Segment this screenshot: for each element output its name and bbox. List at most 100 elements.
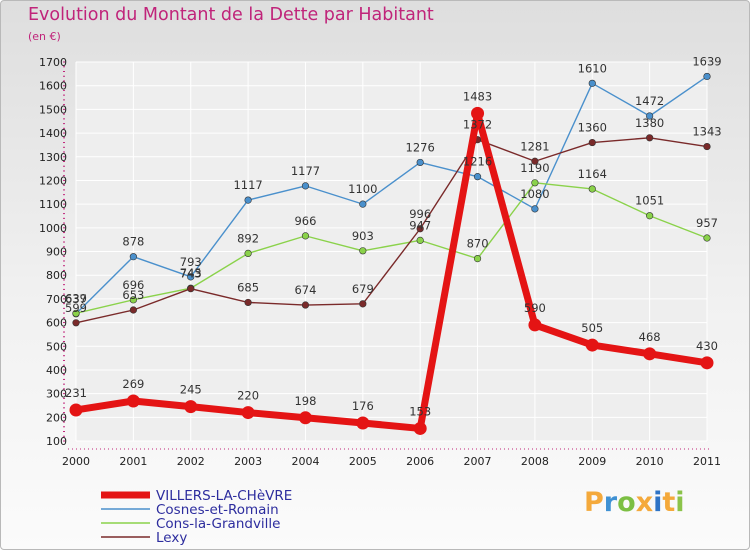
data-label: 1472 [635, 94, 664, 108]
x-tick-label: 2008 [521, 455, 549, 468]
data-point [187, 285, 195, 293]
data-point [126, 394, 140, 408]
y-tick-label: 1200 [39, 174, 67, 187]
data-label: 1164 [578, 167, 607, 181]
logo-letter: P [584, 487, 604, 518]
data-label: 653 [122, 288, 144, 302]
data-label: 1117 [233, 178, 262, 192]
data-label: 1483 [463, 89, 492, 103]
data-label: 269 [122, 377, 144, 391]
legend-label: Cons-la-Grandville [156, 516, 281, 532]
series-3 [72, 134, 711, 327]
logo-letter: x [635, 487, 654, 518]
chart-title: Evolution du Montant de la Dette par Hab… [28, 5, 434, 25]
data-label: 590 [524, 301, 546, 315]
series-0 [69, 106, 714, 435]
data-label: 468 [639, 330, 661, 344]
data-label: 1051 [635, 194, 664, 208]
unit-label: (en €) [28, 30, 61, 43]
data-point [129, 306, 137, 314]
legend-label: Lexy [156, 530, 187, 546]
y-tick-label: 1400 [39, 127, 67, 140]
data-point [473, 173, 482, 181]
y-tick-label: 1700 [39, 56, 67, 69]
data-point [244, 196, 252, 204]
data-label: 1177 [291, 164, 320, 178]
data-label: 957 [696, 216, 718, 230]
data-label: 1380 [635, 116, 664, 130]
data-point [187, 273, 195, 281]
data-label: 220 [237, 389, 259, 403]
data-label: 1610 [578, 61, 607, 75]
data-point [244, 298, 252, 307]
data-label: 743 [180, 267, 202, 281]
series-1 [72, 72, 711, 318]
data-label: 505 [581, 321, 603, 335]
x-tick-label: 2006 [406, 455, 434, 468]
proxiti-logo: Proxiti [584, 487, 685, 518]
data-label: 685 [237, 280, 259, 294]
logo-letter: i [653, 487, 663, 518]
data-label: 870 [467, 237, 489, 251]
x-tick-label: 2004 [291, 455, 319, 468]
data-point [531, 205, 539, 213]
data-point [301, 182, 310, 190]
data-point [416, 236, 424, 244]
data-label: 176 [352, 399, 374, 413]
series-line [75, 182, 708, 315]
data-point [244, 249, 252, 257]
data-label: 793 [180, 255, 202, 269]
data-point [473, 255, 482, 263]
data-label: 892 [237, 231, 259, 245]
x-tick-label: 2000 [62, 455, 90, 468]
data-label: 1190 [520, 161, 549, 175]
data-label: 674 [294, 283, 316, 297]
data-point [184, 400, 198, 414]
y-tick-label: 700 [46, 293, 67, 306]
data-point [531, 157, 539, 165]
data-point [646, 212, 654, 220]
data-point [588, 185, 596, 193]
data-point [72, 319, 80, 327]
series-line [72, 109, 711, 432]
data-label: 696 [122, 278, 144, 292]
data-label: 639 [65, 291, 87, 305]
data-point [588, 138, 596, 147]
y-tick-label: 500 [46, 340, 67, 353]
data-label: 1343 [692, 125, 721, 139]
data-label: 153 [409, 404, 431, 418]
data-label: 1360 [578, 121, 607, 135]
logo-letter: o [617, 487, 636, 518]
y-tick-label: 1300 [39, 151, 67, 164]
data-point [585, 338, 599, 352]
data-point [703, 72, 711, 81]
data-point [416, 158, 424, 167]
series-line [75, 75, 708, 315]
data-point [359, 300, 367, 308]
data-point [129, 296, 137, 304]
series-line [75, 137, 708, 324]
data-point [301, 301, 310, 309]
data-point [703, 234, 711, 242]
y-tick-label: 800 [46, 269, 67, 282]
data-point [356, 416, 370, 430]
y-tick-label: 300 [46, 388, 67, 401]
x-tick-label: 2007 [464, 455, 492, 468]
data-label: 966 [294, 214, 316, 228]
data-label: 1281 [520, 139, 549, 153]
data-point [359, 200, 367, 208]
legend-label: VILLERS-LA-CHèVRE [156, 488, 292, 504]
data-label: 1276 [406, 140, 435, 154]
data-label: 245 [180, 383, 202, 397]
y-tick-label: 1600 [39, 80, 67, 93]
data-label: 1216 [463, 155, 492, 169]
x-tick-label: 2001 [119, 455, 147, 468]
data-label: 1372 [463, 118, 492, 132]
data-label: 430 [696, 339, 718, 353]
data-point [69, 403, 83, 417]
y-tick-label: 400 [46, 364, 67, 377]
y-tick-label: 600 [46, 317, 67, 330]
data-point [646, 112, 654, 120]
data-point [72, 309, 80, 317]
